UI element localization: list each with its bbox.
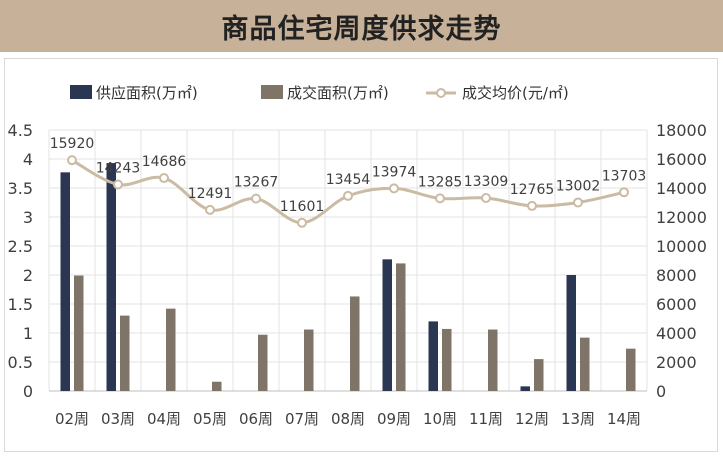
y-left-tick-label: 0.5	[8, 353, 33, 372]
x-tick-label: 03周	[101, 410, 135, 428]
y-left-tick-label: 2.5	[8, 237, 33, 256]
legend-swatch-supply	[70, 85, 92, 99]
legend-swatch-deal	[261, 85, 283, 99]
price-data-label: 12765	[510, 182, 555, 198]
x-tick-label: 08周	[331, 410, 365, 428]
bar-deal	[74, 275, 84, 391]
price-point	[159, 173, 169, 184]
bar-deal	[488, 329, 498, 391]
x-tick-label: 05周	[193, 410, 227, 428]
y-right-tick-label: 12000	[656, 208, 707, 227]
y-left-tick-label: 0	[23, 382, 33, 401]
price-point	[113, 179, 123, 190]
bar-deal	[166, 308, 176, 391]
bar-supply	[520, 386, 530, 391]
price-point	[481, 193, 491, 204]
y-right-tick-label: 16000	[656, 150, 707, 169]
bar-supply	[382, 259, 392, 391]
x-tick-label: 12周	[515, 410, 549, 428]
bar-deal	[396, 263, 406, 391]
page-title: 商品住宅周度供求走势	[221, 13, 502, 45]
price-data-label: 13454	[326, 172, 371, 188]
bar-deal	[258, 334, 268, 391]
y-left-tick-label: 2	[23, 266, 33, 285]
x-tick-label: 11周	[469, 410, 503, 428]
legend-label-supply: 供应面积(万㎡)	[96, 84, 198, 102]
bar-deal	[580, 337, 590, 391]
price-point	[297, 217, 307, 228]
price-data-label: 13267	[234, 175, 279, 191]
x-tick-label: 07周	[285, 410, 319, 428]
y-right-tick-label: 2000	[656, 353, 697, 372]
legend-label-deal: 成交面积(万㎡)	[287, 84, 389, 102]
y-right-tick-label: 0	[656, 382, 666, 401]
title-bar: 商品住宅周度供求走势	[0, 0, 723, 52]
x-tick-label: 09周	[377, 410, 411, 428]
price-data-label: 15920	[50, 136, 95, 152]
price-point	[573, 197, 583, 208]
price-data-label: 13002	[556, 178, 601, 194]
price-point	[527, 200, 537, 211]
x-tick-label: 06周	[239, 410, 273, 428]
y-right-tick-label: 14000	[656, 179, 707, 198]
x-tick-label: 14周	[607, 410, 641, 428]
price-data-label: 14686	[142, 154, 187, 170]
price-point	[205, 204, 215, 215]
y-left-tick-label: 3.5	[8, 179, 33, 198]
bar-supply	[106, 163, 116, 391]
x-tick-label: 02周	[55, 410, 89, 428]
legend-marker-price	[436, 88, 446, 98]
x-tick-label: 04周	[147, 410, 181, 428]
y-left-tick-label: 3	[23, 208, 33, 227]
x-tick-label: 13周	[561, 410, 595, 428]
y-left-tick-label: 1.5	[8, 295, 33, 314]
bar-deal	[120, 315, 130, 391]
y-right-tick-label: 8000	[656, 266, 697, 285]
y-right-tick-label: 10000	[656, 237, 707, 256]
price-data-label: 13974	[372, 164, 417, 180]
bar-deal	[442, 328, 452, 391]
price-data-label: 13309	[464, 174, 509, 190]
bar-deal	[350, 296, 360, 391]
price-point	[251, 193, 261, 204]
y-left-tick-label: 4	[23, 150, 33, 169]
bar-supply	[566, 275, 576, 391]
y-left-tick-label: 1	[23, 324, 33, 343]
y-left-tick-label: 4.5	[8, 121, 33, 140]
price-point	[435, 193, 445, 204]
price-data-label: 13285	[418, 174, 463, 190]
bar-deal	[212, 381, 222, 391]
y-right-tick-label: 6000	[656, 295, 697, 314]
y-right-tick-label: 4000	[656, 324, 697, 343]
bar-deal	[534, 359, 544, 391]
price-data-label: 14243	[96, 160, 141, 176]
price-point	[67, 155, 77, 166]
price-data-label: 11601	[280, 199, 325, 215]
price-point	[389, 183, 399, 194]
price-data-label: 13703	[602, 168, 647, 184]
x-tick-label: 10周	[423, 410, 457, 428]
bar-supply	[60, 172, 70, 391]
price-point	[343, 190, 353, 201]
bar-supply	[428, 321, 438, 391]
y-right-tick-label: 18000	[656, 121, 707, 140]
price-data-label: 12491	[188, 186, 233, 202]
bar-deal	[304, 329, 314, 391]
price-point	[619, 187, 629, 198]
bar-deal	[626, 348, 636, 391]
legend-label-price: 成交均价(元/㎡)	[462, 84, 569, 102]
